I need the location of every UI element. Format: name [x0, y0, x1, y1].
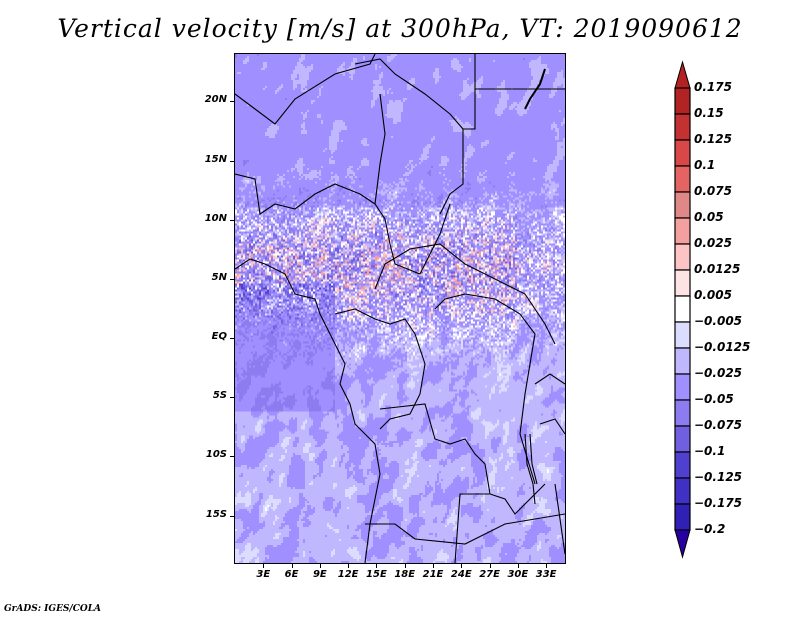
map-frame: [234, 53, 566, 564]
map-title: Vertical velocity [m/s] at 300hPa, VT: 2…: [0, 14, 800, 43]
lon-tick: [518, 564, 519, 568]
colorbar-label: −0.025: [694, 366, 742, 380]
lat-tick: [230, 220, 234, 221]
colorbar-label: −0.1: [694, 444, 725, 458]
colorbar-label: 0.15: [694, 106, 724, 120]
colorbar-label: 0.075: [694, 184, 732, 198]
lat-tick-label: EQ: [187, 331, 227, 342]
lon-tick: [490, 564, 491, 568]
colorbar-label: 0.05: [694, 210, 724, 224]
colorbar-swatch: [675, 426, 690, 452]
lon-tick-label: 9E: [305, 569, 335, 580]
colorbar-swatch: [675, 270, 690, 296]
colorbar-label: −0.125: [694, 470, 742, 484]
colorbar-swatch: [675, 504, 690, 530]
colorbar-swatch: [675, 374, 690, 400]
lon-tick-label: 33E: [531, 569, 561, 580]
colorbar-label: −0.2: [694, 522, 725, 536]
colorbar-swatch: [675, 322, 690, 348]
colorbar-swatch: [675, 88, 690, 114]
lat-tick: [230, 516, 234, 517]
colorbar-swatch: [675, 192, 690, 218]
lon-tick: [263, 564, 264, 568]
lon-tick-label: 21E: [418, 569, 448, 580]
lon-tick-label: 15E: [361, 569, 391, 580]
colorbar-label: −0.075: [694, 418, 742, 432]
lat-tick-label: 20N: [187, 94, 227, 105]
lon-tick-label: 24E: [446, 569, 476, 580]
colorbar-swatch: [675, 478, 690, 504]
colorbar-swatch: [675, 218, 690, 244]
colorbar-label: 0.005: [694, 288, 732, 302]
lat-tick-label: 5N: [187, 272, 227, 283]
lon-tick-label: 27E: [475, 569, 505, 580]
colorbar-label: 0.1: [694, 158, 715, 172]
colorbar-label: −0.005: [694, 314, 742, 328]
lon-tick-label: 3E: [248, 569, 278, 580]
colorbar-swatch: [675, 244, 690, 270]
lat-tick: [230, 338, 234, 339]
lon-tick: [433, 564, 434, 568]
lon-tick: [320, 564, 321, 568]
lat-tick-label: 15S: [187, 509, 227, 520]
colorbar-label: 0.025: [694, 236, 732, 250]
lat-tick-label: 10S: [187, 449, 227, 460]
lon-tick: [546, 564, 547, 568]
colorbar-label: 0.0125: [694, 262, 740, 276]
lon-tick-label: 12E: [333, 569, 363, 580]
colorbar-swatch: [675, 452, 690, 478]
lon-tick: [348, 564, 349, 568]
lat-tick-label: 5S: [187, 390, 227, 401]
colorbar-swatch: [675, 348, 690, 374]
colorbar-swatch: [675, 296, 690, 322]
lon-tick: [292, 564, 293, 568]
colorbar-swatch: [675, 114, 690, 140]
lat-tick-label: 10N: [187, 213, 227, 224]
lat-tick: [230, 161, 234, 162]
lat-tick: [230, 279, 234, 280]
colorbar-label: 0.125: [694, 132, 732, 146]
colorbar-label: 0.175: [694, 80, 732, 94]
colorbar-swatch: [675, 400, 690, 426]
lon-tick: [461, 564, 462, 568]
lon-tick: [376, 564, 377, 568]
lat-tick: [230, 101, 234, 102]
lon-tick-label: 6E: [277, 569, 307, 580]
lon-tick: [405, 564, 406, 568]
colorbar-label: −0.175: [694, 496, 742, 510]
lat-tick: [230, 397, 234, 398]
lat-tick-label: 15N: [187, 154, 227, 165]
lon-tick-label: 30E: [503, 569, 533, 580]
lon-tick-label: 18E: [390, 569, 420, 580]
colorbar-swatch: [675, 140, 690, 166]
colorbar-label: −0.0125: [694, 340, 750, 354]
lat-tick: [230, 456, 234, 457]
grads-credit: GrADS: IGES/COLA: [4, 604, 101, 614]
colorbar-swatch: [675, 166, 690, 192]
colorbar-label: −0.05: [694, 392, 734, 406]
colorbar-bottom-arrow: [675, 530, 690, 557]
colorbar-top-arrow: [675, 62, 690, 88]
